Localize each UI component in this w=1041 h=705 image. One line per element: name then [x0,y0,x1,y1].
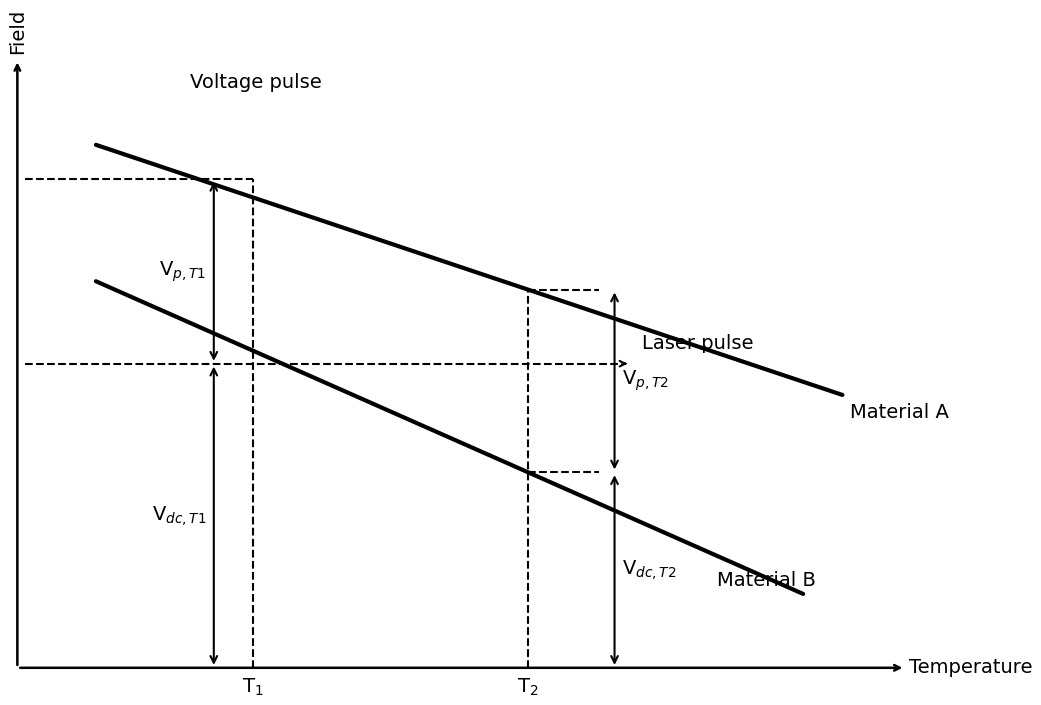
Text: V$_{p,T1}$: V$_{p,T1}$ [159,259,206,283]
Text: Field: Field [8,8,27,54]
Text: Material B: Material B [716,571,815,590]
Text: V$_{dc,T1}$: V$_{dc,T1}$ [152,504,206,528]
Text: V$_{p,T2}$: V$_{p,T2}$ [623,369,669,393]
Text: T$_2$: T$_2$ [517,676,539,698]
Text: T$_1$: T$_1$ [243,676,263,698]
Text: Laser pulse: Laser pulse [642,334,754,353]
Text: Voltage pulse: Voltage pulse [191,73,322,92]
Text: V$_{dc,T2}$: V$_{dc,T2}$ [623,558,677,582]
Text: Material A: Material A [850,403,949,422]
Text: Temperature: Temperature [909,658,1033,678]
